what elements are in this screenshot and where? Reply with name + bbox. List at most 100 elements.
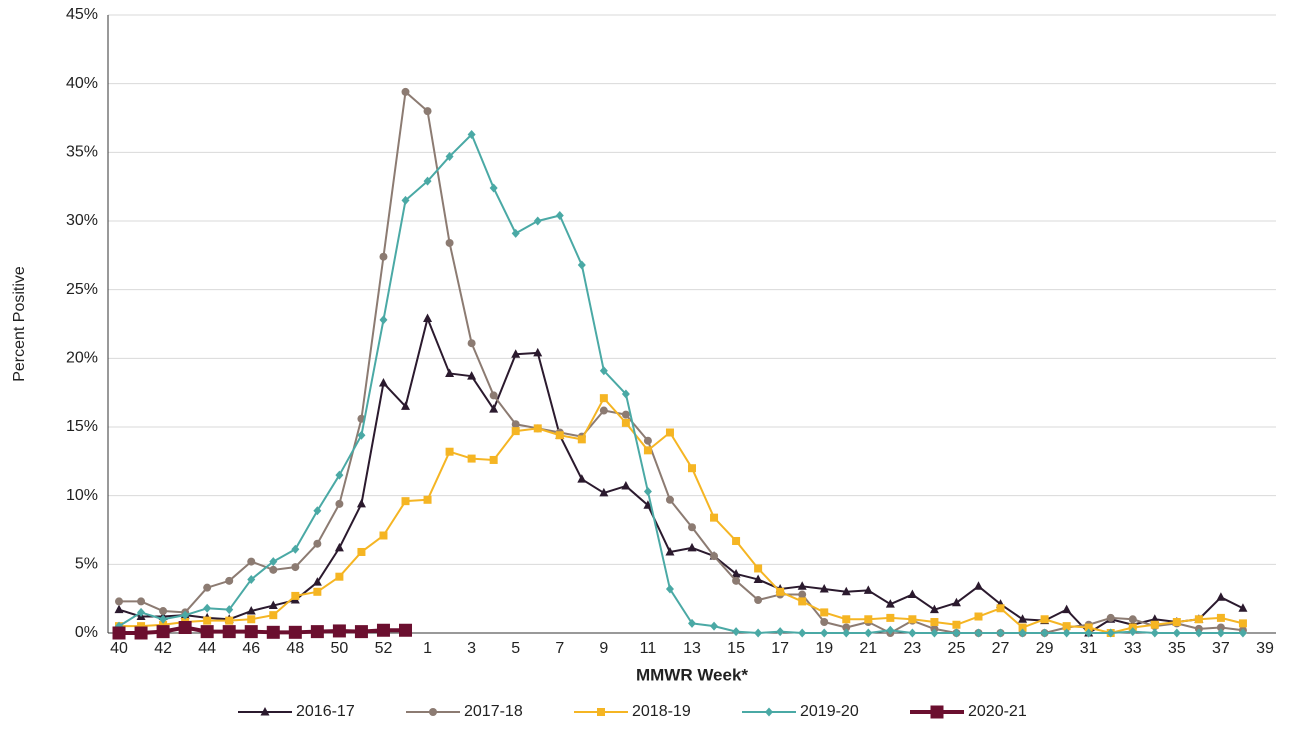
marker [776, 587, 785, 596]
marker [356, 498, 366, 508]
marker [1084, 628, 1093, 638]
marker [643, 500, 653, 509]
marker [599, 406, 608, 415]
marker [1238, 628, 1247, 638]
marker [511, 228, 520, 238]
marker [577, 474, 587, 483]
marker [247, 557, 256, 566]
marker [908, 615, 917, 624]
marker [379, 531, 388, 540]
marker [1172, 618, 1181, 627]
marker [115, 597, 124, 606]
marker [797, 581, 807, 590]
marker [203, 603, 212, 613]
marker [864, 628, 873, 638]
marker [332, 624, 346, 638]
x-tick-label: 9 [599, 640, 608, 657]
x-tick-label: 27 [992, 640, 1010, 657]
marker [1172, 628, 1181, 638]
marker [820, 628, 829, 638]
marker [908, 628, 917, 638]
x-tick-label: 1 [423, 640, 432, 657]
marker [929, 604, 939, 614]
marker [643, 446, 652, 455]
marker [710, 513, 719, 522]
marker [974, 628, 983, 638]
marker [1062, 622, 1071, 631]
marker [269, 565, 278, 574]
marker [599, 366, 608, 376]
marker [137, 607, 146, 617]
marker [731, 568, 741, 578]
legend-marker [765, 707, 773, 717]
marker [445, 368, 455, 377]
marker [291, 591, 300, 600]
marker [1128, 627, 1137, 637]
y-tick-label: 20% [66, 350, 98, 367]
x-tick-label: 19 [815, 640, 833, 657]
marker [798, 628, 807, 638]
marker [798, 597, 807, 606]
marker [357, 430, 366, 440]
marker [401, 401, 411, 410]
x-tick-label: 31 [1080, 640, 1098, 657]
marker [951, 597, 961, 607]
marker [1216, 613, 1225, 622]
x-tick-label: 40 [110, 640, 128, 657]
marker [1216, 592, 1226, 601]
marker [688, 464, 696, 473]
x-tick-label: 50 [330, 640, 348, 657]
x-tick-label: 48 [286, 640, 304, 657]
marker [423, 495, 432, 504]
marker [511, 427, 520, 436]
marker [732, 536, 741, 545]
y-tick-label: 0% [75, 624, 98, 641]
marker [842, 628, 851, 638]
marker [159, 620, 168, 629]
marker [269, 557, 278, 567]
marker [1238, 619, 1247, 628]
x-tick-label: 21 [859, 640, 877, 657]
x-tick-label: 15 [727, 640, 745, 657]
y-tick-label: 45% [66, 6, 98, 23]
marker [268, 600, 278, 610]
legend-marker [429, 708, 437, 716]
marker [1018, 628, 1027, 638]
marker [423, 313, 433, 323]
marker [820, 608, 829, 617]
marker [357, 547, 366, 556]
marker [643, 436, 652, 445]
marker [1062, 628, 1071, 638]
marker [137, 597, 146, 606]
marker [732, 627, 741, 637]
marker [1018, 623, 1027, 632]
legend-marker [930, 705, 944, 719]
marker [1216, 628, 1225, 638]
marker [313, 587, 322, 596]
x-tick-label: 35 [1168, 640, 1186, 657]
legend-label: 2017-18 [464, 703, 523, 720]
marker [225, 605, 234, 615]
marker [710, 621, 719, 631]
y-tick-label: 15% [66, 418, 98, 435]
marker [1062, 604, 1072, 614]
legend-marker [597, 708, 605, 716]
legend-label: 2020-21 [968, 703, 1027, 720]
marker [445, 447, 454, 456]
marker [665, 546, 675, 556]
marker [156, 625, 170, 639]
marker [112, 626, 126, 640]
y-tick-label: 35% [66, 144, 98, 161]
marker [511, 420, 520, 429]
marker [178, 621, 192, 635]
marker [996, 604, 1005, 613]
marker [335, 470, 344, 480]
marker [266, 625, 280, 639]
marker [885, 599, 895, 608]
marker [291, 563, 300, 572]
y-tick-label: 40% [66, 75, 98, 92]
marker [445, 238, 454, 247]
x-tick-label: 33 [1124, 640, 1142, 657]
marker [246, 606, 256, 615]
marker [489, 404, 499, 413]
